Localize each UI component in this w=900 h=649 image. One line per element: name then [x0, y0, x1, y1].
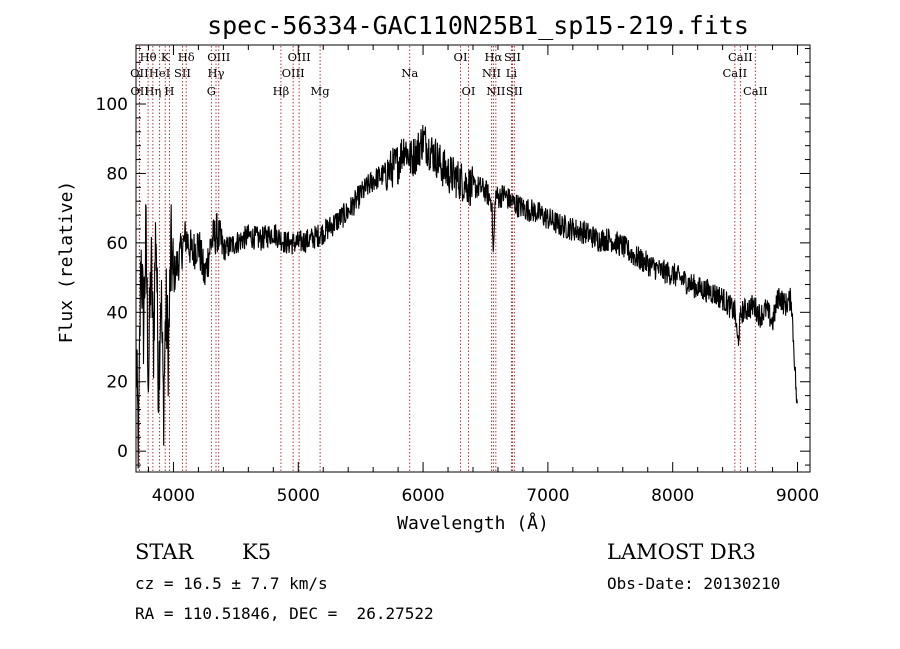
line-label-15: Mg [311, 84, 331, 98]
spectral-line-labels: HθOIIOIIHηHeIKHSIIHδGHγOIIIHβOIIIOIIIMgN… [130, 50, 768, 98]
x-tick-label-5: 9000 [776, 486, 819, 506]
chart-title: spec-56334-GAC110N25B1_sp15-219.fits [207, 11, 749, 40]
object-subclass: K5 [242, 540, 272, 564]
y-tick-label-2: 40 [106, 303, 128, 323]
line-label-2: OII [130, 84, 149, 98]
line-label-11: OIII [207, 50, 230, 64]
line-label-5: K [161, 50, 170, 64]
x-tick-label-2: 6000 [401, 486, 444, 506]
x-axis-label: Wavelength (Å) [397, 512, 549, 534]
line-label-23: SII [504, 50, 521, 64]
y-tick-label-4: 80 [106, 164, 128, 184]
line-label-12: Hβ [273, 84, 290, 98]
line-label-20: Hα [484, 50, 502, 64]
line-label-6: H [164, 84, 174, 98]
survey-name: LAMOST DR3 [607, 540, 756, 564]
line-label-1: OII [130, 66, 149, 80]
y-axis-label: Flux (relative) [56, 181, 77, 344]
line-label-16: Na [401, 66, 418, 80]
line-label-21: NII [486, 84, 505, 98]
x-axis: 4000 5000 6000 7000 8000 9000 [147, 45, 819, 506]
spectrum-line [135, 124, 798, 469]
line-label-19: NII [482, 66, 501, 80]
line-label-4: HeI [149, 66, 170, 80]
line-label-27: CaII [743, 84, 768, 98]
object-class: STAR [135, 540, 194, 564]
line-label-24: SII [506, 84, 523, 98]
spectral-line-markers [138, 46, 756, 471]
line-label-0: Hθ [140, 50, 157, 64]
line-label-7: SII [174, 66, 191, 80]
line-label-25: CaII [722, 66, 747, 80]
line-label-9: G [207, 84, 216, 98]
y-tick-label-5: 100 [96, 95, 128, 115]
line-label-3: Hη [144, 84, 161, 98]
redshift-readout: cz = 16.5 ± 7.7 km/s [135, 574, 328, 593]
line-label-14: OIII [288, 50, 311, 64]
line-label-8: Hδ [178, 50, 195, 64]
x-tick-label-3: 7000 [526, 486, 569, 506]
obs-date: Obs-Date: 20130210 [607, 574, 781, 593]
line-label-17: OI [454, 50, 468, 64]
line-label-18: OI [462, 84, 476, 98]
x-tick-label-1: 5000 [277, 486, 320, 506]
line-label-13: OIII [282, 66, 305, 80]
y-tick-label-0: 0 [117, 442, 128, 462]
line-label-10: Hγ [208, 66, 225, 80]
line-label-22: Li [506, 66, 518, 80]
line-label-26: CaII [728, 50, 753, 64]
y-tick-label-1: 20 [106, 373, 128, 393]
y-tick-label-3: 60 [106, 234, 128, 254]
plot-frame [135, 44, 811, 473]
x-tick-label-0: 4000 [152, 486, 195, 506]
y-axis: 0 20 40 60 80 100 [96, 47, 810, 466]
coordinates: RA = 110.51846, DEC = 26.27522 [135, 604, 434, 623]
x-tick-label-4: 8000 [651, 486, 694, 506]
